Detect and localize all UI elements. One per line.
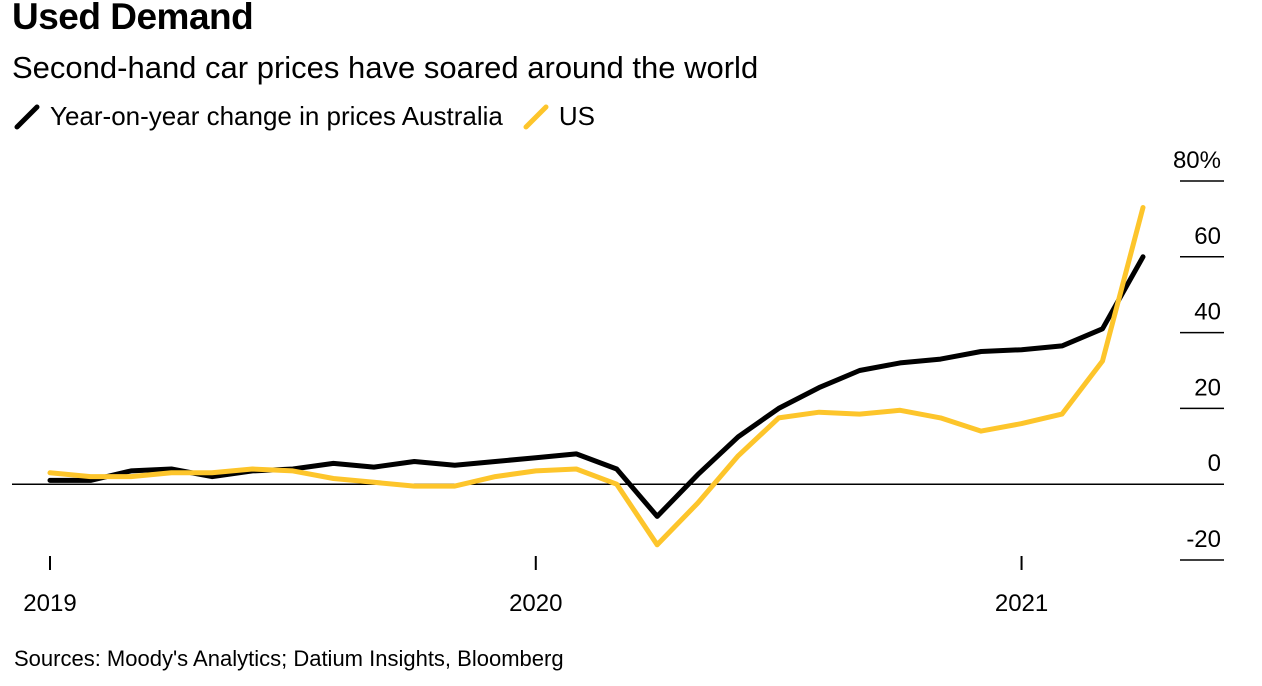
legend-label-australia: Year-on-year change in prices Australia	[50, 101, 503, 131]
legend-swatch-australia	[14, 104, 40, 129]
legend-item-australia: Year-on-year change in prices Australia	[14, 101, 503, 132]
legend-label-us: US	[558, 101, 595, 131]
y-tick-label: 40	[1194, 299, 1221, 326]
chart-title: Used Demand	[12, 0, 254, 37]
legend-item-us: US	[523, 101, 595, 132]
legend-swatch-us	[523, 104, 549, 129]
series-line-us	[47, 205, 1146, 548]
x-tick-label: 2020	[509, 590, 562, 617]
y-tick-label: 20	[1194, 374, 1221, 401]
y-tick-label: -20	[1186, 526, 1221, 553]
series-line-australia	[47, 254, 1146, 519]
y-tick-label: 0	[1208, 450, 1221, 477]
x-tick-label: 2019	[23, 590, 76, 617]
x-tick-label: 2021	[995, 590, 1048, 617]
y-tick-label: 80%	[1173, 147, 1221, 174]
source-note: Sources: Moody's Analytics; Datium Insig…	[14, 646, 564, 671]
chart-subtitle: Second-hand car prices have soared aroun…	[12, 50, 759, 85]
legend: Year-on-year change in prices Australia …	[14, 101, 615, 132]
y-tick-label: 60	[1194, 223, 1221, 250]
